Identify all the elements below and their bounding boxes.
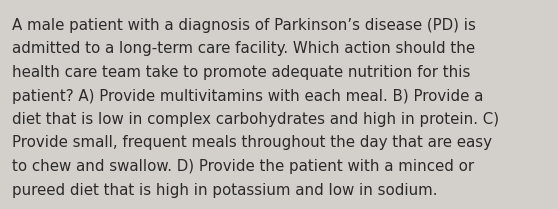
Text: pureed diet that is high in potassium and low in sodium.: pureed diet that is high in potassium an… bbox=[12, 182, 437, 198]
Text: admitted to a long-term care facility. Which action should the: admitted to a long-term care facility. W… bbox=[12, 42, 475, 56]
Text: Provide small, frequent meals throughout the day that are easy: Provide small, frequent meals throughout… bbox=[12, 135, 492, 150]
Text: health care team take to promote adequate nutrition for this: health care team take to promote adequat… bbox=[12, 65, 470, 80]
Text: A male patient with a diagnosis of Parkinson’s disease (PD) is: A male patient with a diagnosis of Parki… bbox=[12, 18, 476, 33]
Text: patient? A) Provide multivitamins with each meal. B) Provide a: patient? A) Provide multivitamins with e… bbox=[12, 88, 483, 103]
Text: to chew and swallow. D) Provide the patient with a minced or: to chew and swallow. D) Provide the pati… bbox=[12, 159, 474, 174]
Text: diet that is low in complex carbohydrates and high in protein. C): diet that is low in complex carbohydrate… bbox=[12, 112, 499, 127]
